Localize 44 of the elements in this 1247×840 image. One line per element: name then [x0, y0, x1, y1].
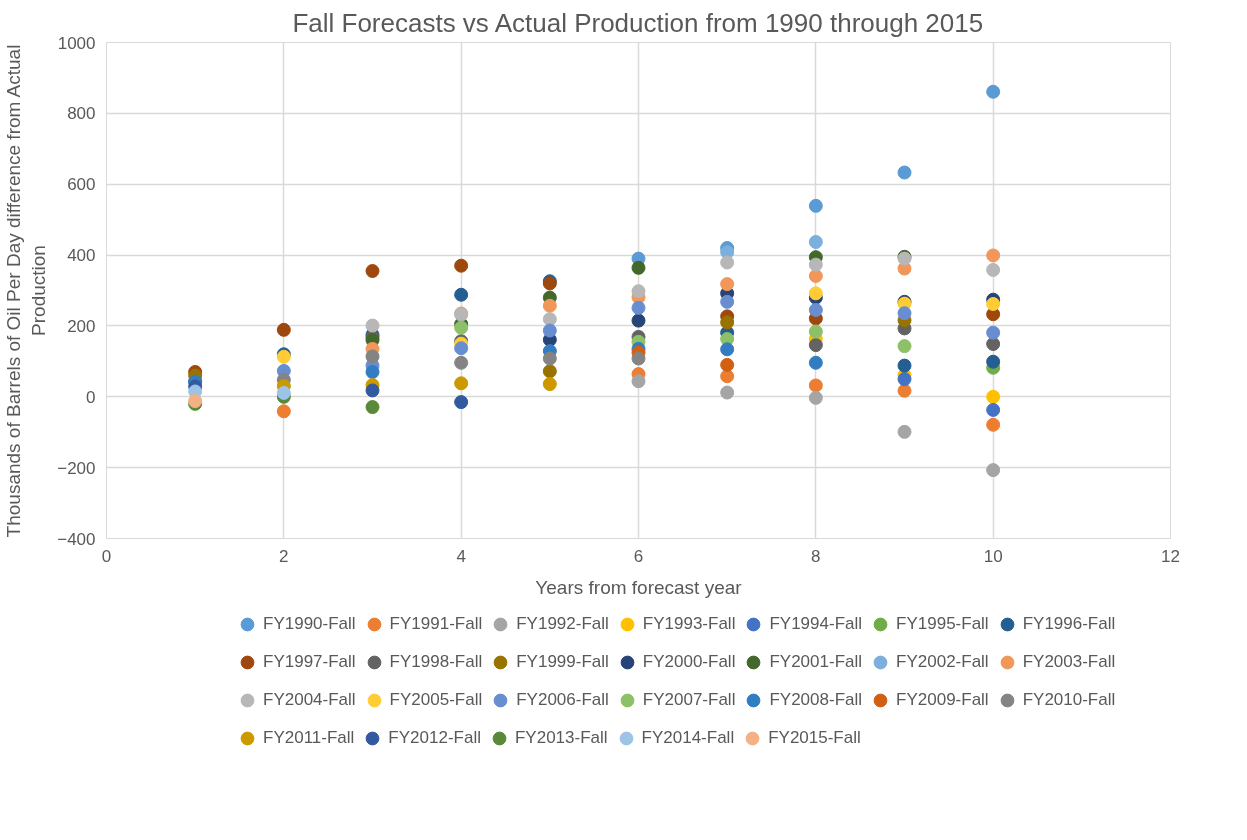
legend-label: FY2007-Fall	[642, 690, 736, 710]
legend-label: FY1991-Fall	[389, 614, 483, 634]
legend-label: FY1992-Fall	[516, 614, 609, 634]
y-tick-label: 1000	[57, 33, 96, 53]
legend-label: FY2013-Fall	[514, 728, 608, 748]
legend-label: FY2001-Fall	[769, 652, 863, 672]
legend-label: FY1994-Fall	[769, 614, 863, 634]
y-tick-label: 600	[67, 175, 96, 195]
x-tick-label: 8	[811, 546, 821, 566]
legend-label: FY1999-Fall	[516, 652, 609, 672]
legend-label: FY1997-Fall	[263, 652, 356, 672]
y-tick-label: 200	[67, 316, 96, 336]
legend-label: FY2012-Fall	[388, 728, 481, 748]
legend-label: FY2002-Fall	[896, 652, 989, 672]
x-tick-label: 2	[279, 546, 289, 566]
legend-label: FY2009-Fall	[896, 690, 989, 710]
y-tick-label: −200	[57, 458, 96, 478]
legend-label: FY2008-Fall	[769, 690, 863, 710]
legend-label: FY2015-Fall	[768, 728, 861, 748]
legend-label: FY2004-Fall	[263, 690, 356, 710]
legend-label: FY1995-Fall	[896, 614, 989, 634]
x-tick-label: 12	[1161, 546, 1180, 566]
x-axis-title: Years from forecast year	[535, 576, 743, 598]
legend-label: FY2014-Fall	[641, 728, 735, 748]
y-tick-label: 400	[67, 246, 96, 266]
legend-label: FY1996-Fall	[1022, 614, 1116, 634]
legend-label: FY2003-Fall	[1022, 652, 1116, 672]
y-tick-label: 0	[86, 387, 96, 407]
legend-label: FY2010-Fall	[1022, 690, 1116, 710]
x-tick-label: 6	[633, 546, 644, 566]
y-tick-label: 800	[67, 104, 96, 124]
x-tick-label: 10	[983, 546, 1003, 566]
x-tick-label: 0	[101, 546, 112, 566]
legend-label: FY1990-Fall	[263, 614, 356, 634]
x-tick-label: 4	[456, 546, 466, 566]
y-tick-label: −400	[57, 529, 96, 549]
y-axis-title: Thousands of Barrels of Oil Per Day difference from Actual Production	[3, 44, 50, 538]
legend-label: FY2011-Fall	[263, 728, 355, 748]
chart-title: Fall Forecasts vs Actual Production from 1990 through 2015	[292, 7, 984, 38]
legend-label: FY2005-Fall	[389, 690, 483, 710]
legend-label: FY2006-Fall	[516, 690, 609, 710]
legend-label: FY1993-Fall	[642, 614, 736, 634]
legend-label: FY1998-Fall	[389, 652, 483, 672]
legend-label: FY2000-Fall	[642, 652, 736, 672]
